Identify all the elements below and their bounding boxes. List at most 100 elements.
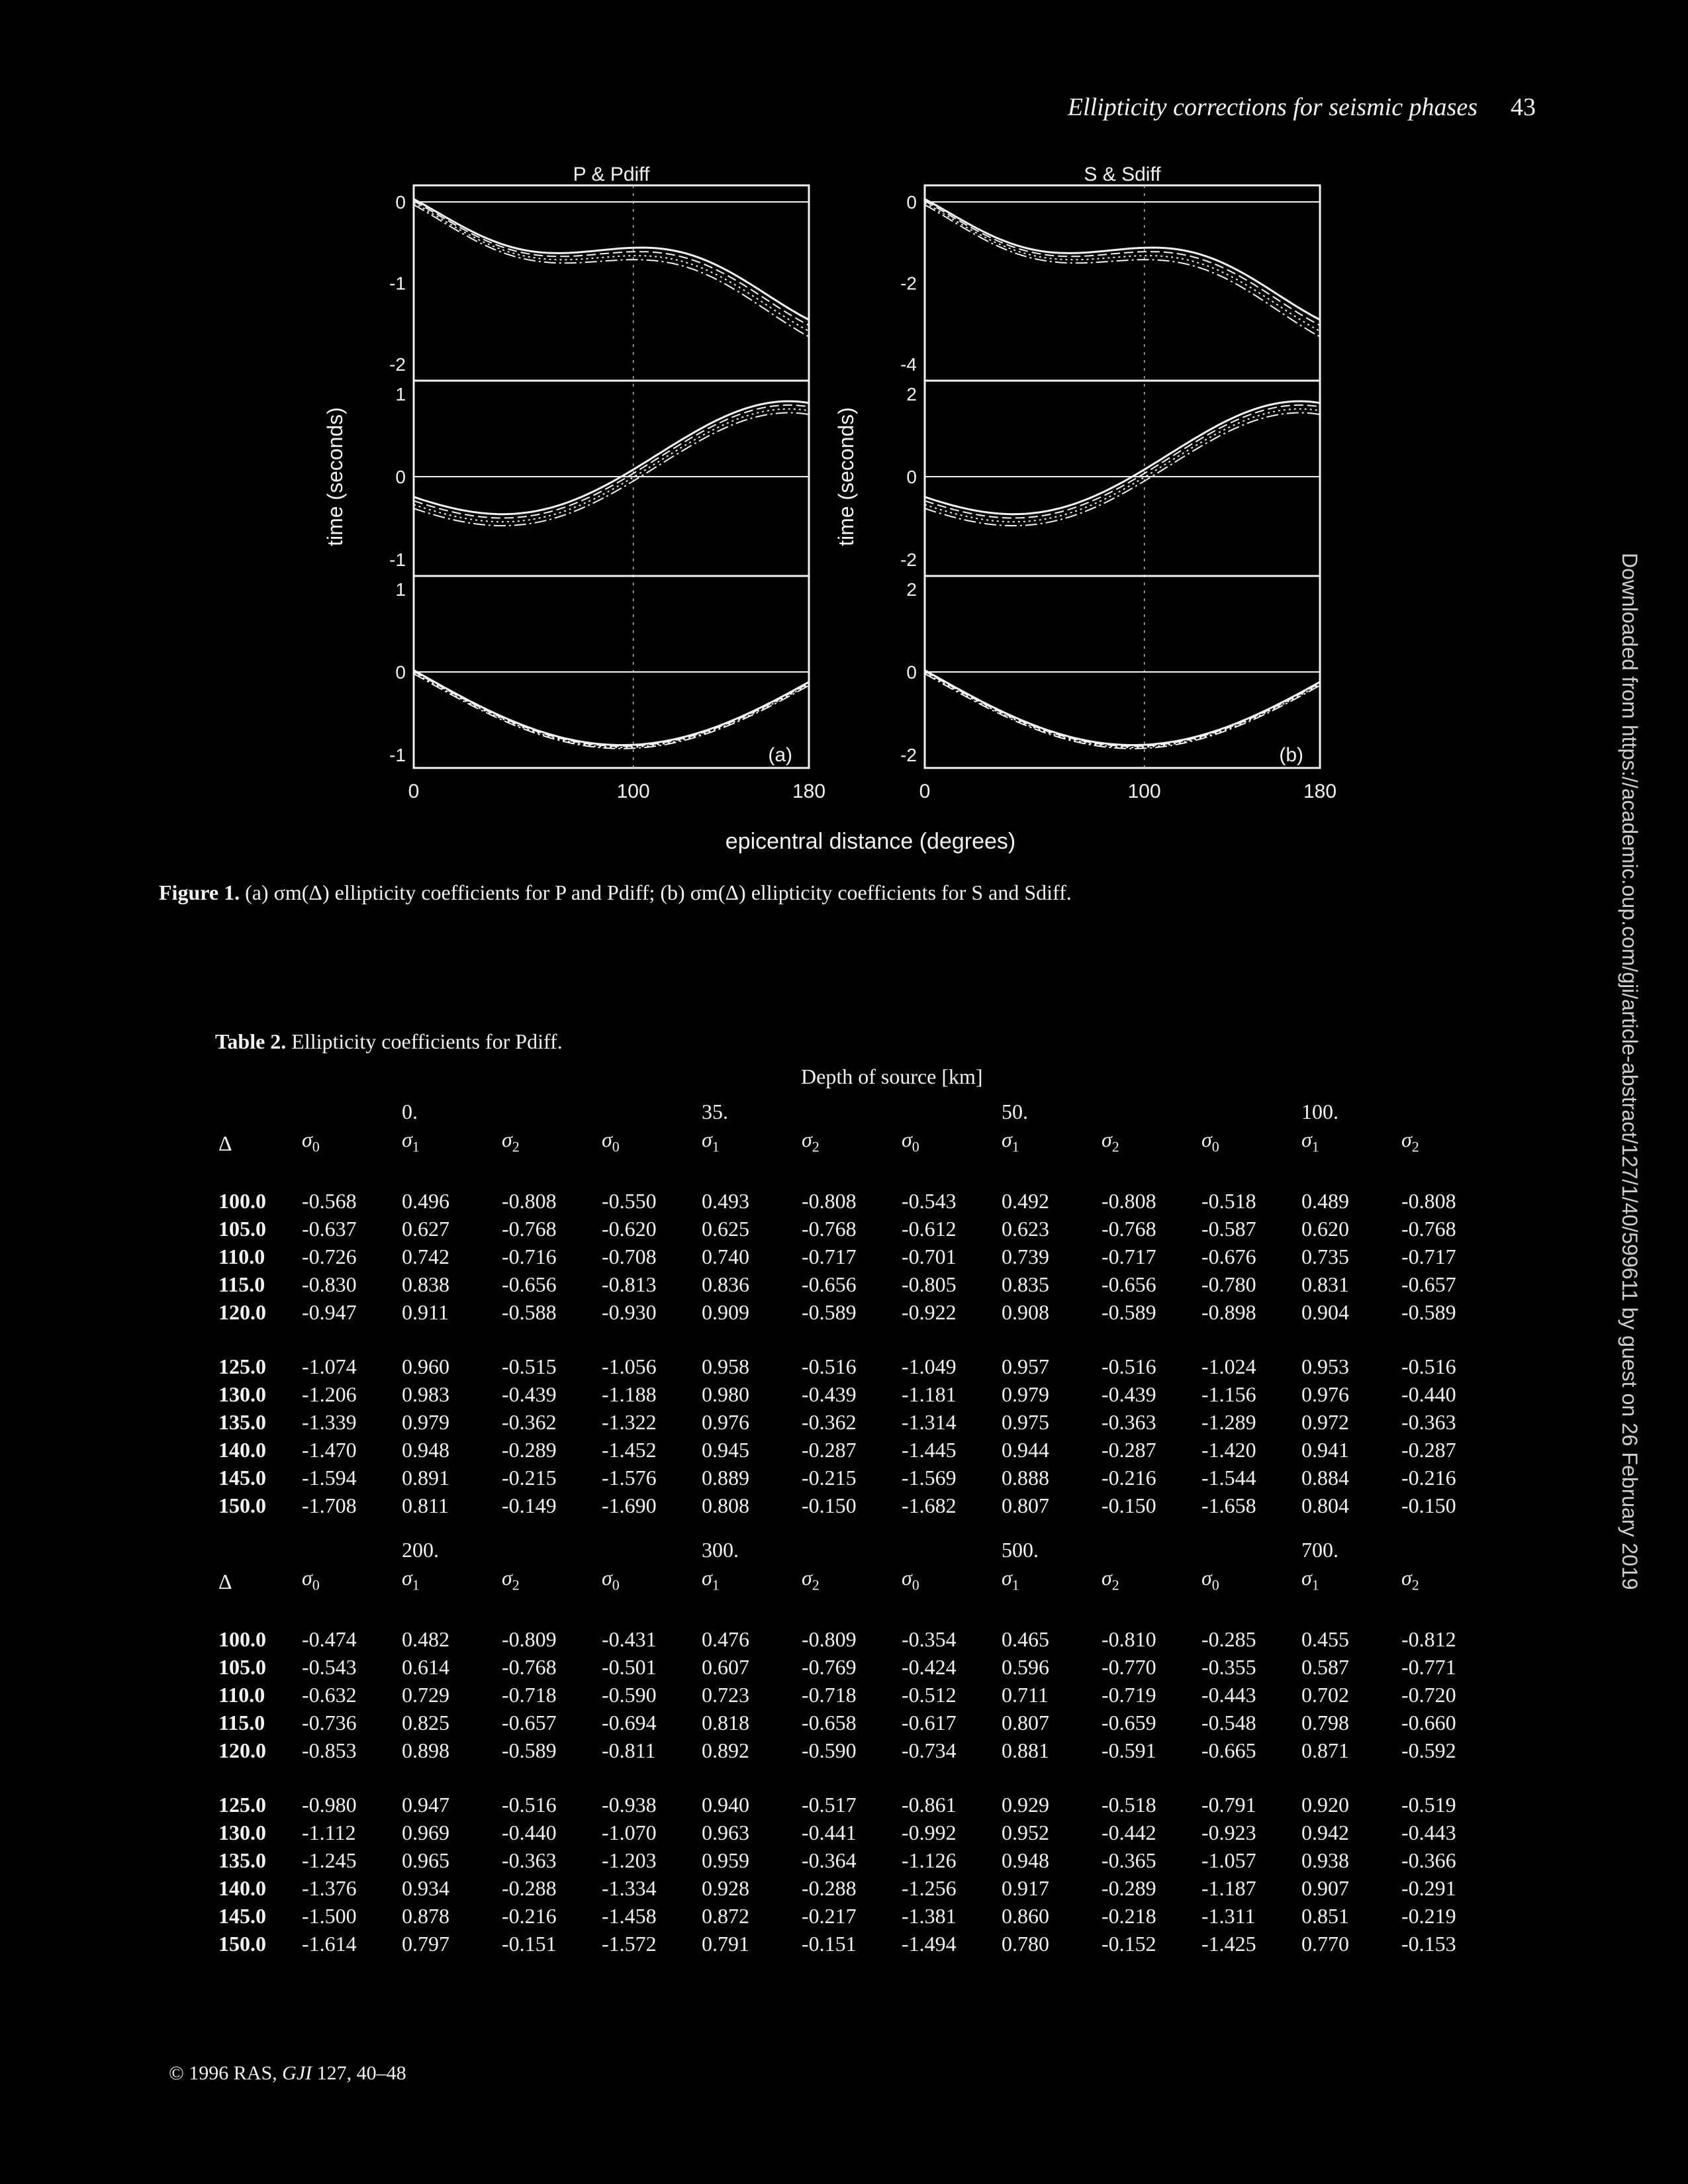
coefficient-value: -0.515 xyxy=(502,1354,557,1379)
panel-a-panel-label: (a) xyxy=(768,744,792,766)
coefficient-value: 0.770 xyxy=(1301,1932,1349,1956)
coefficient-value: -1.322 xyxy=(602,1410,657,1435)
coefficient-value: -1.203 xyxy=(602,1848,657,1873)
figure-xlabel: epicentral distance (degrees) xyxy=(726,829,1015,854)
coefficient-value: -1.206 xyxy=(302,1382,357,1407)
table-row: 130.0 -1.206 0.983 -0.439 -1.188 0.980 -0.439 -… xyxy=(218,1380,1501,1408)
coefficient-value: 0.941 xyxy=(1301,1438,1349,1462)
coefficient-value: -0.590 xyxy=(602,1683,657,1707)
coefficient-value: -0.805 xyxy=(902,1272,957,1297)
coefficient-value: -0.443 xyxy=(1401,1821,1456,1845)
coefficient-value: 0.493 xyxy=(702,1189,749,1213)
coefficient-value: 0.892 xyxy=(702,1738,749,1763)
coefficient-value: -1.245 xyxy=(302,1848,357,1873)
panel-b-title: S & Sdiff xyxy=(1084,164,1161,185)
table-row: 100.0 -0.568 0.496 -0.808 -0.550 0.493 -0.808 -… xyxy=(218,1187,1501,1215)
coefficient-value: 0.911 xyxy=(402,1300,449,1325)
panel-b-curve xyxy=(924,408,1321,523)
coefficient-value: 0.884 xyxy=(1301,1466,1349,1490)
coefficient-value: 0.496 xyxy=(402,1189,449,1213)
coefficient-value: -0.719 xyxy=(1102,1683,1156,1707)
coefficient-value: -0.830 xyxy=(302,1272,357,1297)
coefficient-value: -0.659 xyxy=(1102,1711,1156,1735)
table-row: 150.0 -1.614 0.797 -0.151 -1.572 0.791 -0.151 -… xyxy=(218,1930,1501,1958)
coefficient-value: -0.612 xyxy=(902,1217,957,1241)
coefficient-value: 0.835 xyxy=(1002,1272,1049,1297)
coefficient-value: -0.516 xyxy=(502,1793,557,1817)
coefficient-value: -1.708 xyxy=(302,1494,357,1518)
coefficient-value: -1.445 xyxy=(902,1438,957,1462)
coefficient-value: -0.151 xyxy=(802,1932,857,1956)
depth-value: 35. xyxy=(702,1100,728,1123)
panel-a-curve xyxy=(413,671,810,747)
copyright-text: © 1996 RAS, xyxy=(169,2062,277,2084)
figure-label: Figure 1. xyxy=(159,880,240,904)
panel-b-ylabel: time (seconds) xyxy=(834,407,858,546)
coefficient-value: 0.851 xyxy=(1301,1904,1349,1928)
running-header: Ellipticity corrections for seismic phas… xyxy=(1068,93,1536,122)
coefficient-value: 0.904 xyxy=(1301,1300,1349,1325)
sigma-header: σ0 xyxy=(1201,1127,1219,1155)
coefficient-value: -0.363 xyxy=(502,1848,557,1873)
coefficient-value: -0.150 xyxy=(802,1494,857,1518)
panel-a-curve xyxy=(413,672,810,749)
coefficient-value: 0.489 xyxy=(1301,1189,1349,1213)
coefficient-value: 0.881 xyxy=(1002,1738,1049,1763)
panel-a-curve xyxy=(413,400,810,516)
coefficient-value: -0.215 xyxy=(802,1466,857,1490)
coefficient-value: -0.632 xyxy=(302,1683,357,1707)
coefficient-value: -0.287 xyxy=(1102,1438,1156,1462)
coefficient-value: -1.682 xyxy=(902,1494,957,1518)
coefficient-value: -0.617 xyxy=(902,1711,957,1735)
depth-header: Depth of source [km] xyxy=(801,1065,983,1088)
panel-a-ytick-label: 0 xyxy=(395,467,406,487)
coefficient-value: -0.149 xyxy=(502,1494,557,1518)
depth-value: 0. xyxy=(402,1100,418,1123)
coefficient-value: -0.676 xyxy=(1201,1245,1256,1269)
delta-value: 115.0 xyxy=(218,1272,265,1297)
coefficient-value: -0.861 xyxy=(902,1793,957,1817)
coefficient-value: -0.363 xyxy=(1401,1410,1456,1435)
coefficient-value: -0.808 xyxy=(1102,1189,1156,1213)
coefficient-value: 0.831 xyxy=(1301,1272,1349,1297)
panel-a-ytick-label: -1 xyxy=(389,549,406,570)
coefficient-value: -1.690 xyxy=(602,1494,657,1518)
coefficient-value: -0.215 xyxy=(502,1466,557,1490)
coefficient-value: -0.768 xyxy=(1102,1217,1156,1241)
table-row: 105.0 -0.543 0.614 -0.768 -0.501 0.607 -0.769 -… xyxy=(218,1653,1501,1681)
panel-a-curve xyxy=(413,408,810,523)
coefficient-value: -0.288 xyxy=(802,1876,857,1901)
coefficient-value: -0.809 xyxy=(802,1627,857,1652)
coefficient-value: -0.362 xyxy=(502,1410,557,1435)
coefficient-value: 0.872 xyxy=(702,1904,749,1928)
sigma-header: σ1 xyxy=(702,1127,720,1155)
coefficient-value: 0.907 xyxy=(1301,1876,1349,1901)
coefficient-value: 0.960 xyxy=(402,1354,449,1379)
table-label: Table 2. xyxy=(215,1029,287,1053)
sigma-header: σ0 xyxy=(302,1566,320,1593)
delta-value: 105.0 xyxy=(218,1217,266,1241)
table-row: 145.0 -1.594 0.891 -0.215 -1.576 0.889 -0.215 -… xyxy=(218,1464,1501,1492)
coefficient-value: 0.860 xyxy=(1002,1904,1049,1928)
coefficient-value: 0.972 xyxy=(1301,1410,1349,1435)
coefficient-value: -0.568 xyxy=(302,1189,357,1213)
delta-value: 140.0 xyxy=(218,1438,266,1462)
panel-b-ytick-label: -2 xyxy=(900,745,917,765)
panel-a-curve xyxy=(413,202,810,332)
depth-value: 100. xyxy=(1301,1100,1338,1123)
coefficient-value: 0.976 xyxy=(1301,1382,1349,1407)
coefficient-value: 0.838 xyxy=(402,1272,449,1297)
table-row: 115.0 -0.736 0.825 -0.657 -0.694 0.818 -0.658 -… xyxy=(218,1709,1501,1736)
panel-b-curve xyxy=(924,669,1321,746)
sigma-header: σ0 xyxy=(1201,1566,1219,1593)
panel-a-ylabel: time (seconds) xyxy=(323,407,347,546)
coefficient-value: 0.983 xyxy=(402,1382,449,1407)
coefficient-value: 0.625 xyxy=(702,1217,749,1241)
delta-value: 135.0 xyxy=(218,1410,266,1435)
coefficient-value: -1.070 xyxy=(602,1821,657,1845)
coefficient-value: 0.975 xyxy=(1002,1410,1049,1435)
coefficient-value: 0.898 xyxy=(402,1738,449,1763)
panel-b-ytick-label: 0 xyxy=(906,467,917,487)
coefficient-value: -0.658 xyxy=(802,1711,857,1735)
panel-b-ytick-label: -2 xyxy=(900,273,917,294)
